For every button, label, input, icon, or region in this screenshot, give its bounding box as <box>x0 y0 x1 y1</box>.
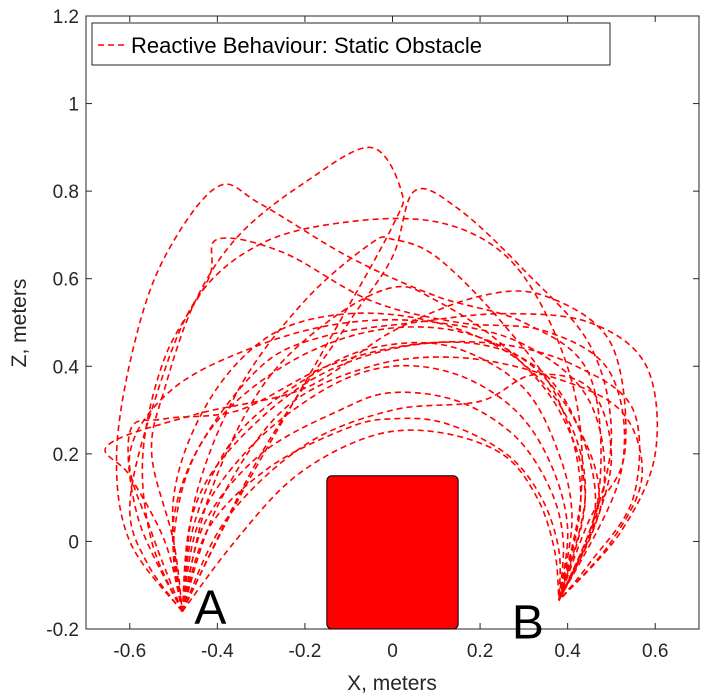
trajectory-line-3 <box>141 237 626 612</box>
trajectory-line-12 <box>181 391 565 612</box>
trajectory-line-10 <box>181 341 573 612</box>
end-label: B <box>512 597 544 650</box>
trajectory-line-5 <box>181 285 587 612</box>
static-obstacle <box>326 475 459 630</box>
x-tick-label: 0.6 <box>642 641 668 662</box>
trajectory-line-16 <box>127 340 641 612</box>
trajectory-line-17 <box>181 373 613 612</box>
trajectory-line-1 <box>128 217 584 612</box>
trajectory-line-2 <box>115 183 602 612</box>
trajectory-line-20 <box>181 429 560 612</box>
x-tick-label: 0 <box>387 641 398 662</box>
trajectory-series <box>104 146 659 612</box>
trajectory-line-7 <box>150 146 405 612</box>
trajectory-line-19 <box>172 312 659 612</box>
trajectory-line-14 <box>181 341 597 612</box>
y-tick-label: 0 <box>68 532 79 553</box>
x-tick-label: 0.2 <box>467 641 493 662</box>
y-tick-label: 0.4 <box>53 357 80 378</box>
legend-box <box>91 22 611 66</box>
x-tick-label: -0.6 <box>113 641 146 662</box>
start-label: A <box>194 581 226 634</box>
trajectory-line-9 <box>128 319 606 612</box>
trajectory-line-21 <box>171 312 587 612</box>
y-tick-label: 0.8 <box>53 182 79 203</box>
trajectory-line-8 <box>104 290 627 612</box>
trajectory-line-13 <box>181 417 561 612</box>
x-tick-label: 0.4 <box>554 641 581 662</box>
legend-entry: Reactive Behaviour: Static Obstacle <box>131 33 482 58</box>
obstacle-layer <box>326 475 459 630</box>
axis-ticks: -0.6 -0.4 -0.2 0 0.2 0.4 0.6 -0.2 0 0.2 0.4 0.6 0.8 1… <box>46 7 699 662</box>
y-tick-label: 1.2 <box>53 7 79 28</box>
x-axis-label: X, meters <box>347 672 437 695</box>
y-axis-label: Z, meters <box>8 279 31 368</box>
x-tick-label: -0.2 <box>289 641 322 662</box>
y-tick-label: -0.2 <box>46 620 79 641</box>
legend: Reactive Behaviour: Static Obstacle <box>91 22 611 66</box>
trajectory-line-18 <box>181 356 644 612</box>
trajectory-line-15 <box>171 326 600 612</box>
y-tick-label: 0.2 <box>53 445 79 466</box>
y-tick-label: 0.6 <box>53 270 79 291</box>
y-tick-label: 1 <box>68 95 79 116</box>
x-tick-label: -0.4 <box>201 641 234 662</box>
